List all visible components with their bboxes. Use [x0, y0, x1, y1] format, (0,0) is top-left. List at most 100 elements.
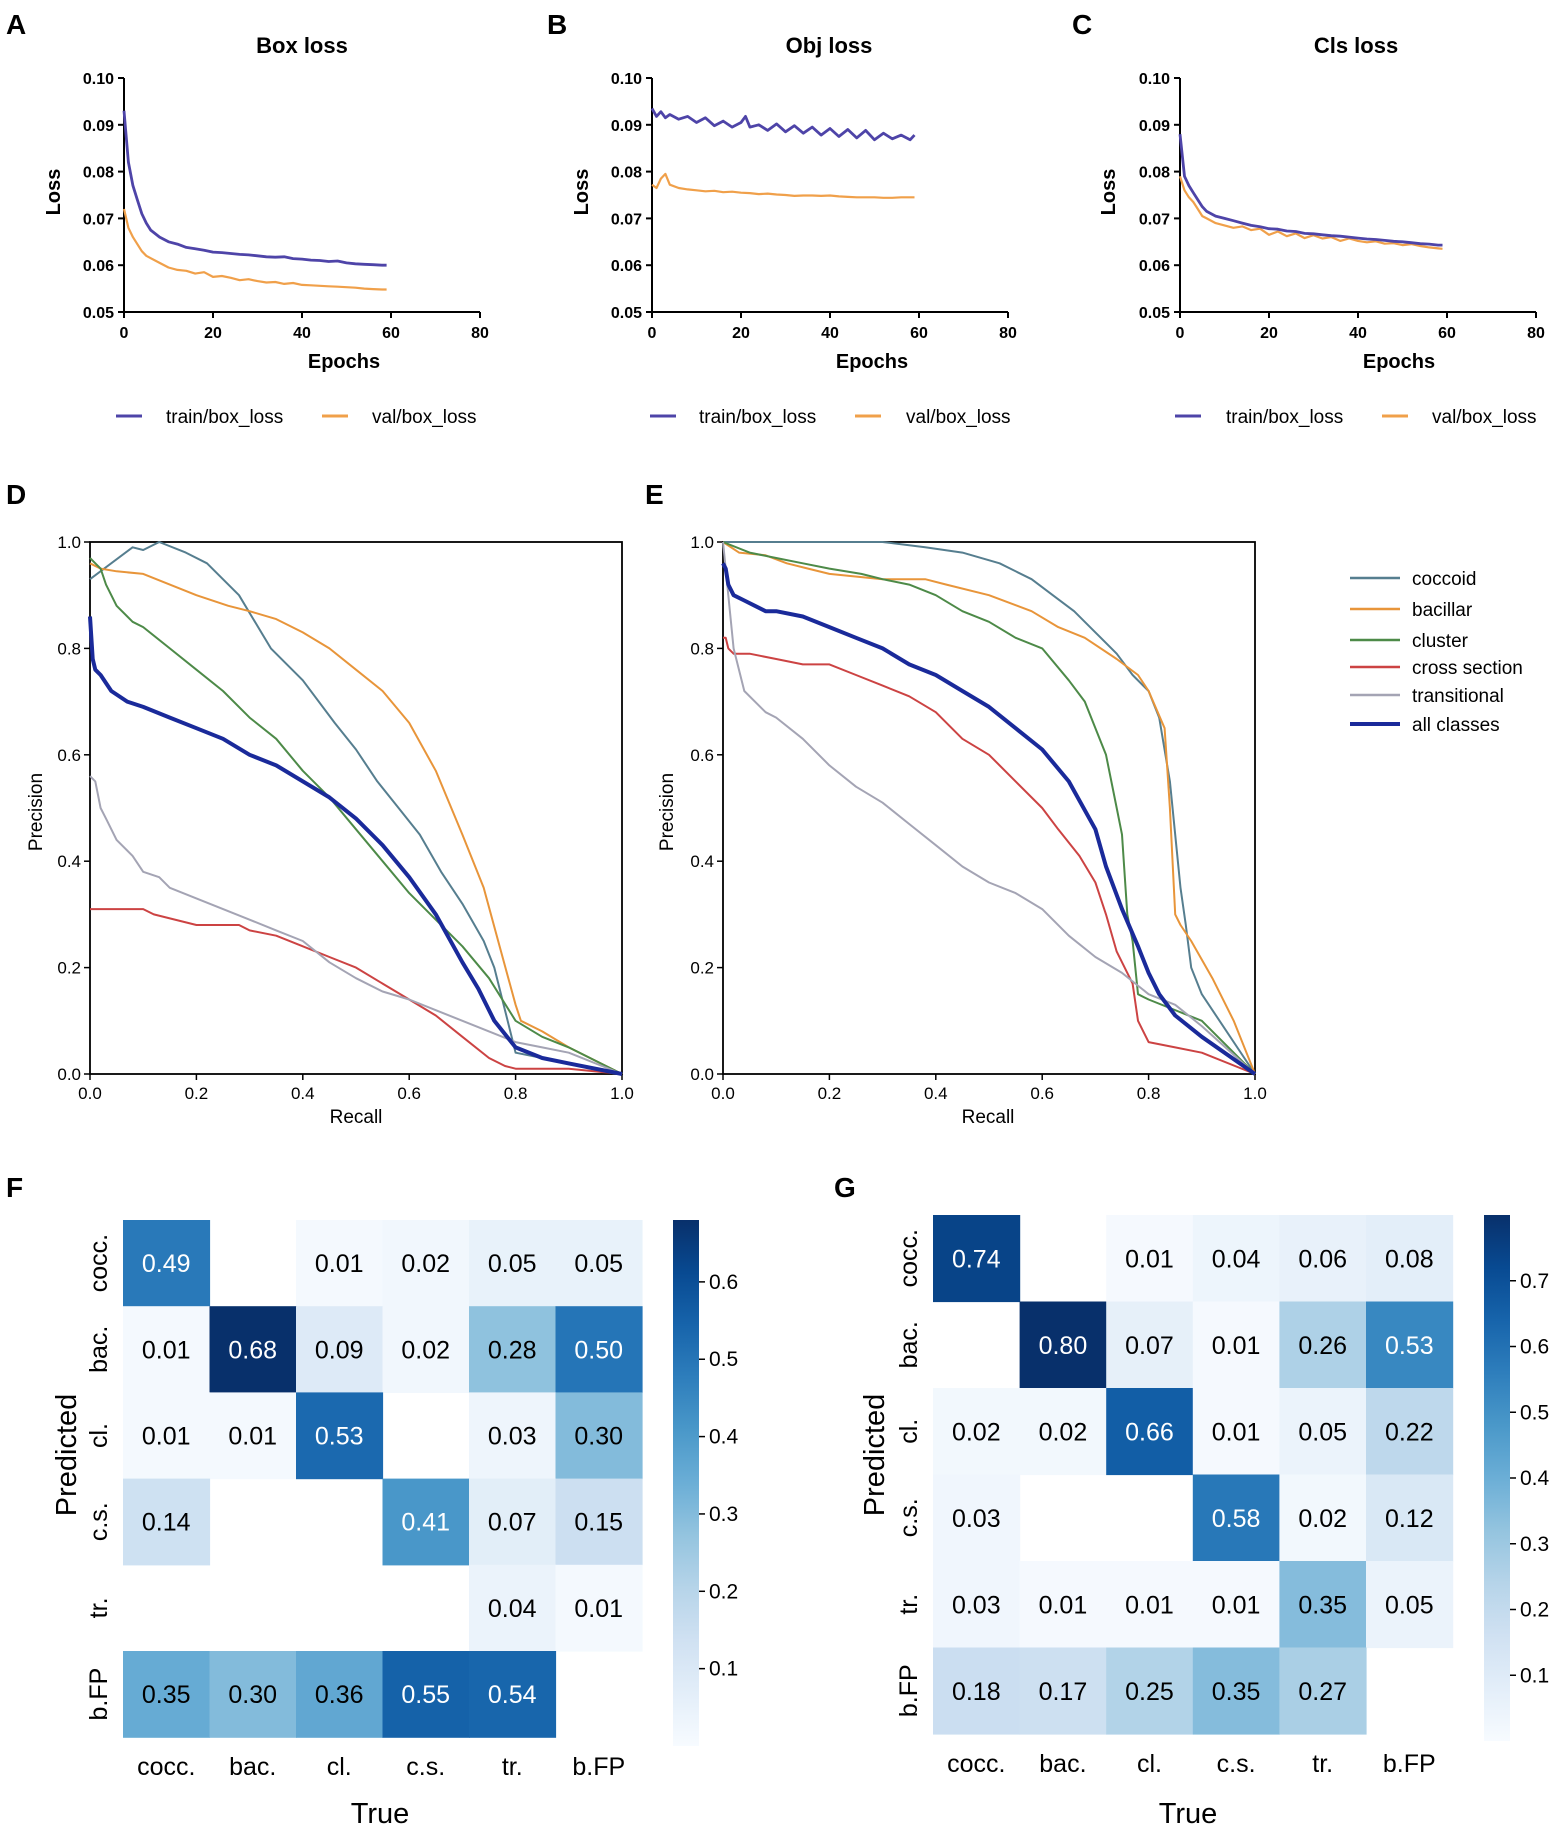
- heatmap-f: 0.49 0.01 0.02 0.05 0.05 0.01 0.68 0.09 0.02 0.28…: [85, 1220, 739, 1781]
- cell-value: 0.74: [952, 1245, 1001, 1273]
- x-tick-label: 40: [1349, 325, 1367, 342]
- y-tick-label: bac.: [895, 1321, 923, 1368]
- y-tick-label: 0.10: [611, 71, 642, 88]
- plot-frame: [722, 541, 1256, 1075]
- series-all-classes-line: [88, 616, 623, 1076]
- x-tick-label: b.FP: [572, 1753, 625, 1781]
- heatmap-cell: [933, 1388, 1021, 1476]
- x-tick-label: 0.4: [924, 1084, 948, 1103]
- heatmap-cell: [1366, 1561, 1454, 1649]
- chart-e-ylabel: Precision: [657, 773, 678, 851]
- chart-b-xlabel: Epochs: [836, 351, 908, 373]
- cell-value: 0.30: [228, 1681, 277, 1709]
- y-tick-label: 0.06: [1139, 258, 1170, 275]
- y-tick-label: tr.: [85, 1597, 113, 1618]
- cell-value: 0.14: [142, 1509, 191, 1537]
- cell-value: 0.01: [1212, 1418, 1261, 1446]
- x-tick-label: 1.0: [610, 1084, 634, 1103]
- heatmap-f-ylabel: Predicted: [51, 1394, 83, 1517]
- cell-value: 0.30: [574, 1423, 623, 1451]
- x-tick-label: 0: [1176, 325, 1185, 342]
- y-tick-label: bac.: [85, 1326, 113, 1373]
- heatmap-cell: [555, 1220, 643, 1307]
- cell-value: 0.50: [574, 1336, 623, 1364]
- chart-a-xlabel: Epochs: [308, 351, 380, 373]
- y-tick-label: 0.6: [690, 746, 714, 765]
- cell-value: 0.01: [574, 1595, 623, 1623]
- series-cluster-line: [89, 557, 623, 1075]
- chart-b-ylabel: Loss: [571, 169, 593, 216]
- x-tick-label: 0.0: [711, 1084, 735, 1103]
- y-tick-label: 0.05: [611, 305, 642, 322]
- heatmap-cell: [1366, 1474, 1454, 1562]
- colorbar-tick-label: 0.7: [1520, 1270, 1549, 1293]
- chart-c-plot: 0 20 40 60 80 0.05 0.06 0.07 0.08 0.09 0.10: [1139, 71, 1545, 342]
- cell-value: 0.07: [1125, 1332, 1174, 1360]
- legend-all-classes-label: all classes: [1412, 715, 1500, 736]
- x-tick-label: 60: [1438, 325, 1456, 342]
- heatmap-cell: [1019, 1301, 1107, 1389]
- y-tick-label: b.FP: [895, 1664, 923, 1717]
- heatmap-cell: [1279, 1647, 1367, 1735]
- series-coccoid-line: [89, 541, 623, 1075]
- cell-value: 0.05: [574, 1250, 623, 1278]
- cell-value: 0.01: [1212, 1591, 1261, 1619]
- y-tick-label: tr.: [895, 1594, 923, 1615]
- colorbar: [1484, 1215, 1510, 1741]
- y-tick-label: 0.0: [690, 1065, 714, 1084]
- x-tick-label: bac.: [1039, 1750, 1086, 1778]
- legend-train-label: train/box_loss: [699, 407, 816, 428]
- heatmap-cell: [933, 1215, 1021, 1303]
- cell-value: 0.07: [488, 1509, 537, 1537]
- series-train-line: [650, 107, 916, 142]
- cell-value: 0.01: [1125, 1245, 1174, 1273]
- heatmap-cell: [209, 1306, 297, 1393]
- series-bacillar-line: [89, 562, 623, 1075]
- cell-value: 0.02: [952, 1418, 1001, 1446]
- y-tick-label: 0.09: [83, 118, 114, 135]
- cell-value: 0.80: [1039, 1332, 1088, 1360]
- heatmap-cell: [1192, 1215, 1280, 1303]
- x-tick-label: b.FP: [1383, 1750, 1436, 1778]
- legend-val-label: val/box_loss: [372, 407, 477, 428]
- y-tick-label: 0.09: [611, 118, 642, 135]
- heatmap-cell: [1279, 1561, 1367, 1649]
- chart-b-title: Obj loss: [786, 33, 873, 58]
- heatmap-cell: [1106, 1561, 1194, 1649]
- cell-value: 0.01: [1125, 1591, 1174, 1619]
- chart-c-xlabel: Epochs: [1363, 351, 1435, 373]
- x-tick-label: 0.2: [185, 1084, 209, 1103]
- x-tick-label: 20: [1260, 325, 1278, 342]
- cell-value: 0.04: [1212, 1245, 1261, 1273]
- x-tick-label: cl.: [1137, 1750, 1162, 1778]
- heatmap-cell: [296, 1651, 384, 1738]
- y-tick-label: 0.2: [690, 959, 714, 978]
- series-val-line: [1178, 175, 1443, 250]
- legend-train-label: train/box_loss: [166, 407, 283, 428]
- heatmap-cell: [933, 1474, 1021, 1562]
- chart-c-ylabel: Loss: [1098, 169, 1120, 216]
- heatmap-cell: [382, 1478, 470, 1566]
- heatmap-cell: [123, 1306, 211, 1393]
- y-tick-label: cocc.: [85, 1234, 113, 1292]
- heatmap-cell: [123, 1478, 211, 1566]
- cell-value: 0.05: [1385, 1591, 1434, 1619]
- cell-value: 0.02: [401, 1250, 450, 1278]
- x-tick-label: 0: [648, 325, 657, 342]
- heatmap-g-ylabel: Predicted: [859, 1394, 891, 1517]
- chart-a-title: Box loss: [256, 33, 348, 58]
- x-tick-label: 40: [821, 325, 839, 342]
- series-cross-section-line: [723, 636, 1256, 1075]
- y-tick-label: 0.09: [1139, 118, 1170, 135]
- heatmap-cell: [1106, 1301, 1194, 1389]
- cell-value: 0.26: [1298, 1332, 1347, 1360]
- pr-legend: coccoid bacillar cluster cross section t…: [1350, 569, 1523, 736]
- colorbar-tick-label: 0.4: [1520, 1467, 1550, 1490]
- cell-value: 0.06: [1298, 1245, 1347, 1273]
- y-tick-label: c.s.: [895, 1498, 923, 1537]
- y-tick-label: 0.05: [83, 305, 114, 322]
- panel-letter-d: D: [6, 479, 26, 510]
- heatmap-cell: [469, 1306, 557, 1393]
- cell-value: 0.54: [488, 1681, 537, 1709]
- heatmap-cell: [555, 1564, 643, 1652]
